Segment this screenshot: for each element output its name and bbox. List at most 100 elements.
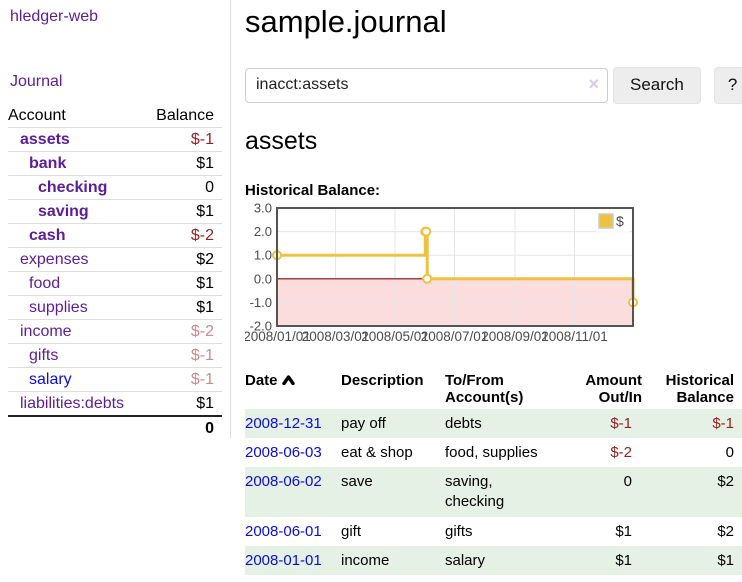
account-balance: $-1 xyxy=(144,343,222,368)
account-link-food[interactable]: food xyxy=(29,275,61,292)
account-link-salary[interactable]: salary xyxy=(29,371,72,388)
transaction-balance-cell: $1 xyxy=(717,551,734,569)
register-header-balance: Historical Balance xyxy=(665,371,734,406)
sidebar-item-journal[interactable]: Journal xyxy=(10,73,63,90)
register-header-date[interactable]: Date xyxy=(245,368,341,409)
transaction-date-link[interactable]: 2008-06-02 xyxy=(245,473,322,491)
account-link-saving[interactable]: saving xyxy=(38,203,89,220)
x-tick-label: 2008/09/01 xyxy=(481,329,549,344)
transaction-row: 2008-06-03 eat & shop food, supplies $-2 0 xyxy=(245,438,742,467)
account-balance: $1 xyxy=(144,199,222,224)
y-tick-label: 2.0 xyxy=(254,224,272,239)
account-row: expenses $2 xyxy=(8,247,222,272)
register-table: Date Description To/From Account(s) Amou… xyxy=(245,368,742,576)
transaction-amount-cell: $1 xyxy=(615,522,632,540)
account-link-assets[interactable]: assets xyxy=(20,131,70,148)
data-point-marker xyxy=(421,226,432,237)
search-help-button[interactable]: ? xyxy=(713,66,742,104)
transaction-description-cell: gift xyxy=(341,522,362,540)
transaction-date-cell: 2008-06-03 xyxy=(245,438,341,467)
transaction-date-link[interactable]: 2008-12-31 xyxy=(245,414,322,432)
account-tree-table: Account Balance assets $-1 bank $1 checking 0… xyxy=(8,104,222,440)
transaction-description-cell: pay off xyxy=(341,414,386,432)
transaction-date-cell: 2008-06-01 xyxy=(245,517,341,546)
account-link-expenses[interactable]: expenses xyxy=(20,251,89,268)
register-header-amount: Amount Out/In xyxy=(585,371,642,406)
account-balance: $-1 xyxy=(144,367,222,392)
search-input[interactable] xyxy=(245,67,608,103)
transaction-accounts-cell: gifts xyxy=(445,522,473,540)
sidebar: hledger-web Journal Account Balance asse… xyxy=(0,0,231,440)
account-total-row: 0 xyxy=(8,415,222,440)
account-balance: $1 xyxy=(144,271,222,296)
account-tree-header: Account Balance xyxy=(8,104,222,128)
account-link-checking[interactable]: checking xyxy=(38,179,108,196)
account-balance: $1 xyxy=(144,151,222,176)
transaction-date-link[interactable]: 2008-01-01 xyxy=(245,551,322,569)
sort-asc-icon xyxy=(281,372,295,389)
transaction-date-cell: 2008-06-02 xyxy=(245,467,341,517)
transaction-accounts-cell: saving, checking xyxy=(445,473,505,511)
transaction-date-cell: 2008-01-01 xyxy=(245,546,341,575)
account-link-liabilities-debts[interactable]: liabilities:debts xyxy=(20,395,125,412)
transaction-date-link[interactable]: 2008-06-03 xyxy=(245,443,322,461)
account-row: assets $-1 xyxy=(8,127,222,152)
transaction-date-cell: 2008-12-31 xyxy=(245,409,341,438)
account-balance: $-1 xyxy=(144,127,222,152)
data-point-marker xyxy=(422,273,433,284)
account-link-gifts[interactable]: gifts xyxy=(29,347,59,364)
transaction-accounts-cell: salary xyxy=(445,551,486,569)
account-link-supplies[interactable]: supplies xyxy=(29,299,88,316)
account-row: food $1 xyxy=(8,271,222,296)
account-row: liabilities:debts $1 xyxy=(8,391,222,417)
y-tick-label: -1.0 xyxy=(250,295,272,310)
legend-swatch xyxy=(598,212,614,229)
y-tick-label: 0.0 xyxy=(254,271,272,286)
x-tick-label: 2008/11/01 xyxy=(541,329,608,344)
transaction-row: 2008-06-01 gift gifts $1 $2 xyxy=(245,517,742,546)
account-column-header: Account xyxy=(8,104,145,128)
account-balance: $2 xyxy=(144,247,222,272)
register-header-row: Date Description To/From Account(s) Amou… xyxy=(245,368,742,409)
account-row: supplies $1 xyxy=(8,295,222,320)
transaction-row: 2008-01-01 income salary $1 $1 xyxy=(245,545,742,576)
y-tick-label: 3.0 xyxy=(254,201,272,216)
account-row: salary $-1 xyxy=(8,367,222,392)
account-row: bank $1 xyxy=(8,151,222,176)
transaction-date-link[interactable]: 2008-06-01 xyxy=(245,522,322,540)
legend-label: $ xyxy=(616,213,624,229)
x-tick-label: 2008/01/01 xyxy=(245,329,311,344)
transaction-balance-cell: $-1 xyxy=(712,414,734,432)
transaction-row: 2008-12-31 pay off debts $-1 $-1 xyxy=(245,408,742,438)
transaction-balance-cell: $2 xyxy=(717,473,734,491)
search-bar: × Search ? xyxy=(245,66,742,104)
transaction-balance-cell: 0 xyxy=(725,443,734,461)
transaction-balance-cell: $2 xyxy=(717,522,734,540)
y-tick-label: -2.0 xyxy=(250,318,272,333)
y-tick-label: 1.0 xyxy=(254,247,272,262)
account-balance: $1 xyxy=(144,391,222,417)
account-link-cash[interactable]: cash xyxy=(29,227,66,244)
search-button[interactable]: Search xyxy=(613,66,701,104)
account-row: checking 0 xyxy=(8,175,222,200)
account-total-value: 0 xyxy=(8,415,222,440)
register-body: 2008-12-31 pay off debts $-1 $-1 2008-06-03 ea… xyxy=(245,408,742,576)
account-balance: $1 xyxy=(144,295,222,320)
account-balance: 0 xyxy=(144,175,222,200)
transaction-row: 2008-06-02 save saving, checking 0 $2 xyxy=(245,467,742,517)
transaction-description-cell: income xyxy=(341,551,390,569)
transaction-amount-cell: $-2 xyxy=(610,443,632,461)
account-row: saving $1 xyxy=(8,199,222,224)
clear-search-icon[interactable]: × xyxy=(588,73,599,94)
x-tick-label: 2008/07/01 xyxy=(421,329,489,344)
balance-chart: 3.0 2.0 1.0 0.0 -1.0 -2.02008/01/012008/03/01… xyxy=(245,201,638,344)
transaction-amount-cell: $1 xyxy=(615,551,632,569)
account-link-bank[interactable]: bank xyxy=(29,155,67,172)
account-row: gifts $-1 xyxy=(8,343,222,368)
account-heading: assets xyxy=(245,126,318,155)
balance-column-header: Balance xyxy=(144,104,222,128)
transaction-accounts-cell: food, supplies xyxy=(445,443,538,461)
plot-border xyxy=(276,206,634,327)
account-link-income[interactable]: income xyxy=(20,323,72,340)
app-brand-link[interactable]: hledger-web xyxy=(10,8,99,25)
